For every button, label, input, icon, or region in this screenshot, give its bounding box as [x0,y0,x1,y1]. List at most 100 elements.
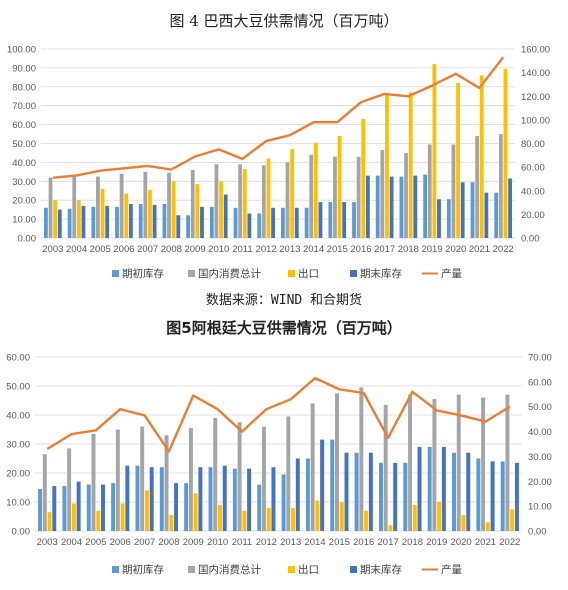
bar-期初库存 [446,199,451,238]
x-tick-label: 2019 [421,244,442,255]
y-right-tick-label: 70.00 [528,353,552,364]
legend-label: 期末库存 [360,267,402,280]
bar-国内消费总计 [140,426,145,531]
bar-期末库存 [441,446,446,531]
bar-期初库存 [305,458,310,531]
x-tick-label: 2007 [134,537,155,548]
bar-期末库存 [368,452,373,531]
y-right-tick-label: 30.00 [528,452,552,463]
legend-label: 期初库存 [122,267,164,280]
bar-期初库存 [452,452,456,531]
x-tick-label: 2010 [208,244,229,255]
bar-出口 [315,500,320,531]
bar-国内消费总计 [310,403,315,531]
bar-期初库存 [399,176,404,238]
y-left-tick-label: 0.00 [18,234,37,245]
bar-国内消费总计 [356,156,361,238]
bar-期末库存 [81,205,86,238]
x-tick-label: 2004 [61,537,82,548]
bar-期初库存 [476,458,481,531]
y-left-tick-label: 50.00 [6,382,30,393]
bar-期初库存 [352,202,356,238]
bar-期末库存 [295,458,300,531]
bar-出口 [124,193,129,238]
bar-国内消费总计 [67,448,72,531]
bar-出口 [388,525,393,531]
x-tick-label: 2007 [137,244,158,255]
legend-swatch [350,270,357,277]
x-tick-label: 2013 [279,244,300,255]
legend-label: 国内消费总计 [198,267,261,280]
bar-期末库存 [76,481,81,531]
x-tick-label: 2022 [499,537,520,548]
legend-swatch [112,270,119,277]
legend-label: 产量 [441,563,462,576]
y-left-tick-label: 10.00 [12,215,36,226]
y-right-tick-label: 50.00 [528,402,552,413]
bar-国内消费总计 [432,399,437,531]
bar-期初库存 [38,488,43,531]
legend-label: 国内消费总计 [198,563,261,576]
bar-国内消费总计 [498,134,503,238]
bar-出口 [171,181,176,238]
bar-出口 [337,135,342,238]
bar-期末库存 [365,175,370,238]
bar-出口 [437,502,442,531]
bar-国内消费总计 [48,177,53,238]
legend: 期初库存 国内消费总计 出口 期末库存 产量 [112,563,462,576]
x-tick-label: 2005 [90,244,111,255]
bar-期末库存 [514,462,519,531]
x-tick-label: 2005 [85,537,106,548]
y-left-tick-label: 30.00 [6,440,30,451]
bar-国内消费总计 [167,172,171,238]
bar-出口 [503,68,508,238]
y-left-tick-label: 90.00 [12,63,36,74]
legend: 期初库存 国内消费总计 出口 期末库存 产量 [112,267,462,280]
bar-期末库存 [393,462,398,531]
bar-期初库存 [209,206,214,238]
bar-国内消费总计 [475,135,480,238]
bar-出口 [100,188,105,238]
bar-出口 [485,522,490,531]
bar-国内消费总计 [481,397,486,531]
bar-期末库存 [152,204,157,238]
bar-期初库存 [281,207,285,238]
bar-期初库存 [111,483,116,531]
y-left-tick-label: 10.00 [6,498,30,509]
bar-出口 [195,184,200,238]
bar-国内消费总计 [119,173,124,238]
bar-国内消费总计 [456,394,461,531]
x-tick-label: 2017 [378,537,399,548]
bar-期末库存 [271,467,276,531]
x-tick-label: 2022 [493,244,514,255]
bar-国内消费总计 [42,454,47,531]
y-right-tick-label: 160.00 [521,45,550,56]
chart-1-title: 图 4 巴西大豆供需情况（百万吨） [169,12,399,30]
bar-国内消费总计 [237,422,242,531]
legend-swatch [188,566,195,573]
x-tick-label: 2018 [402,537,423,548]
bar-出口 [364,510,369,531]
bar-期初库存 [427,446,432,531]
bar-出口 [219,181,223,238]
bar-期初库存 [354,452,359,531]
bar-期末库存 [484,192,489,238]
bar-出口 [120,503,125,531]
bar-期初库存 [159,467,164,531]
x-tick-label: 2014 [304,537,325,548]
x-tick-label: 2012 [256,537,277,548]
y-left-tick-label: 70.00 [12,101,36,112]
y-right-tick-label: 80.00 [521,139,545,150]
legend-label: 产量 [441,267,462,280]
bar-国内消费总计 [380,150,385,238]
bar-期初库存 [378,462,383,531]
bar-期末库存 [223,194,228,238]
bar-期初库存 [186,215,191,238]
bar-国内消费总计 [427,144,432,238]
bar-出口 [193,493,198,531]
bar-出口 [412,504,417,531]
bar-出口 [148,189,152,238]
bar-出口 [408,92,413,238]
x-tick-label: 2004 [66,244,87,255]
